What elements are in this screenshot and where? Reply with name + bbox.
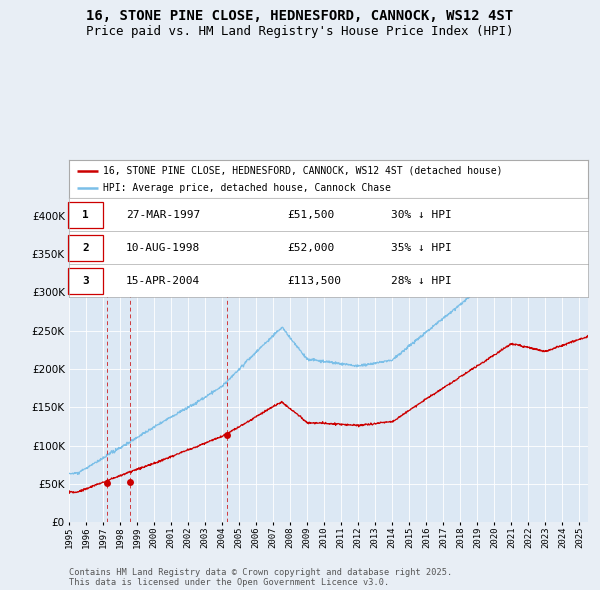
Text: 10-AUG-1998: 10-AUG-1998: [126, 243, 200, 253]
FancyBboxPatch shape: [68, 235, 103, 261]
Text: 1: 1: [104, 219, 110, 230]
Text: 2: 2: [127, 219, 134, 230]
Text: £52,000: £52,000: [287, 243, 334, 253]
Text: 1: 1: [82, 210, 89, 219]
Text: 15-APR-2004: 15-APR-2004: [126, 276, 200, 286]
Text: Price paid vs. HM Land Registry's House Price Index (HPI): Price paid vs. HM Land Registry's House …: [86, 25, 514, 38]
Text: 16, STONE PINE CLOSE, HEDNESFORD, CANNOCK, WS12 4ST: 16, STONE PINE CLOSE, HEDNESFORD, CANNOC…: [86, 9, 514, 23]
Text: Contains HM Land Registry data © Crown copyright and database right 2025.
This d: Contains HM Land Registry data © Crown c…: [69, 568, 452, 587]
Text: 30% ↓ HPI: 30% ↓ HPI: [391, 210, 452, 219]
Text: £51,500: £51,500: [287, 210, 334, 219]
Text: 35% ↓ HPI: 35% ↓ HPI: [391, 243, 452, 253]
Text: 3: 3: [82, 276, 89, 286]
FancyBboxPatch shape: [68, 268, 103, 294]
Text: 2: 2: [82, 243, 89, 253]
Text: 28% ↓ HPI: 28% ↓ HPI: [391, 276, 452, 286]
Text: 16, STONE PINE CLOSE, HEDNESFORD, CANNOCK, WS12 4ST (detached house): 16, STONE PINE CLOSE, HEDNESFORD, CANNOC…: [103, 166, 502, 175]
Text: 27-MAR-1997: 27-MAR-1997: [126, 210, 200, 219]
FancyBboxPatch shape: [68, 202, 103, 228]
Text: HPI: Average price, detached house, Cannock Chase: HPI: Average price, detached house, Cann…: [103, 183, 391, 192]
Text: £113,500: £113,500: [287, 276, 341, 286]
Text: 3: 3: [224, 219, 230, 230]
